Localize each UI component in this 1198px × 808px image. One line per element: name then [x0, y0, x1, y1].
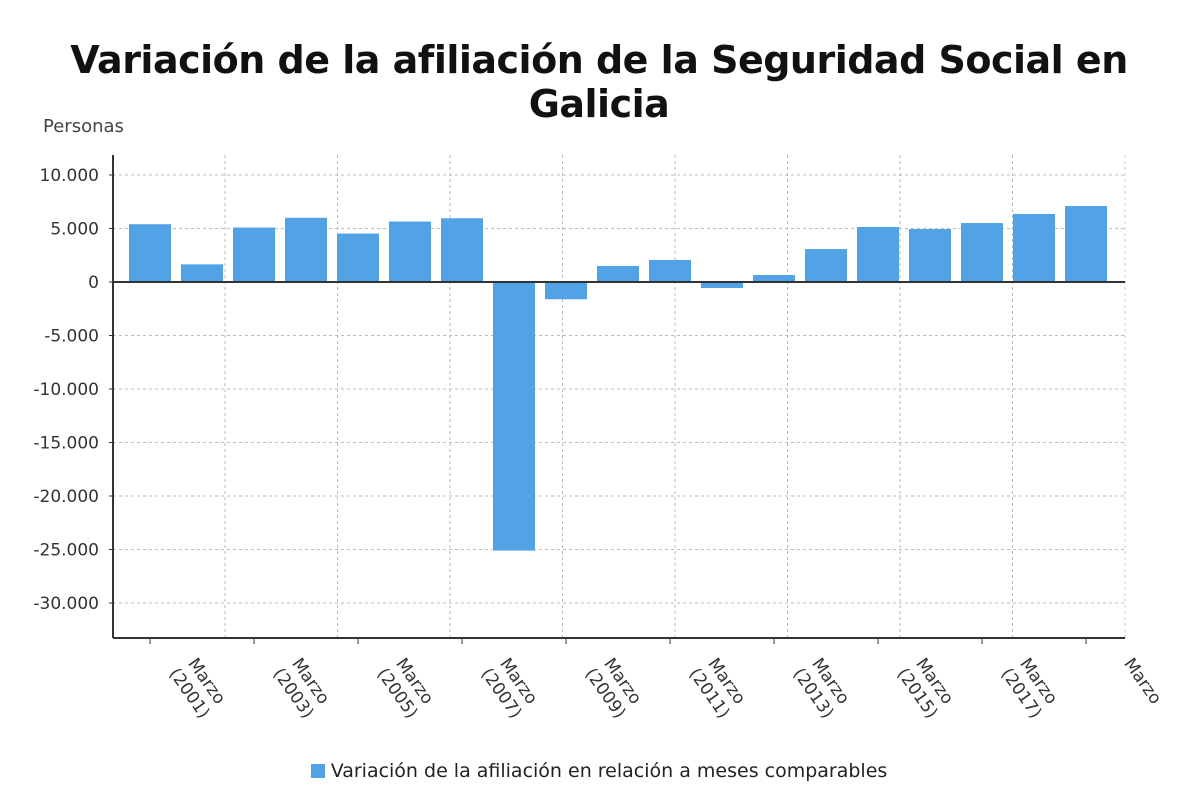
legend-label: Variación de la afiliación en relación a… — [330, 760, 888, 782]
y-tick-label: -30.000 — [33, 594, 99, 614]
y-axis-label: Personas — [43, 116, 124, 137]
bar — [649, 259, 691, 282]
bar — [181, 264, 223, 282]
bar — [961, 223, 1003, 282]
bar — [285, 217, 327, 282]
bar — [545, 282, 587, 300]
bar — [493, 282, 535, 551]
bar — [597, 265, 639, 282]
y-tick-label: 0 — [88, 273, 99, 293]
x-tick-label: Marzo(2001) — [165, 653, 231, 723]
x-tick-label: Marzo(2003) — [269, 653, 335, 723]
bar — [857, 227, 899, 282]
bar — [909, 229, 951, 282]
legend-swatch — [310, 764, 325, 778]
x-tick-label: Marzo(2015) — [893, 653, 959, 723]
bar — [129, 224, 171, 282]
x-tick-label: Marzo — [1119, 655, 1165, 709]
y-tick-label: -15.000 — [33, 434, 99, 454]
x-tick-label: Marzo(2005) — [373, 653, 439, 723]
bar — [1065, 206, 1107, 282]
bar — [701, 282, 743, 288]
bar — [805, 249, 847, 282]
x-tick-label: Marzo(2011) — [685, 653, 751, 723]
y-tick-label: -25.000 — [33, 541, 99, 561]
bar — [1013, 213, 1055, 282]
x-tick-label: Marzo(2007) — [477, 653, 543, 723]
bar — [441, 218, 483, 282]
y-tick-label: -20.000 — [33, 487, 99, 507]
y-tick-label: -10.000 — [33, 380, 99, 400]
y-tick-label: -5.000 — [44, 327, 99, 347]
bar — [337, 233, 379, 282]
legend: Variación de la afiliación en relación a… — [0, 760, 1198, 782]
x-tick-label: Marzo(2009) — [581, 653, 647, 723]
y-tick-label: 10.000 — [40, 166, 99, 186]
x-tick-label: Marzo(2017) — [997, 653, 1063, 723]
bar — [233, 227, 275, 282]
bar — [389, 221, 431, 282]
x-tick-label: Marzo(2013) — [789, 653, 855, 723]
y-tick-label: 5.000 — [50, 220, 99, 240]
bar — [753, 275, 795, 282]
chart-title: Variación de la afiliación de la Segurid… — [70, 38, 1128, 126]
